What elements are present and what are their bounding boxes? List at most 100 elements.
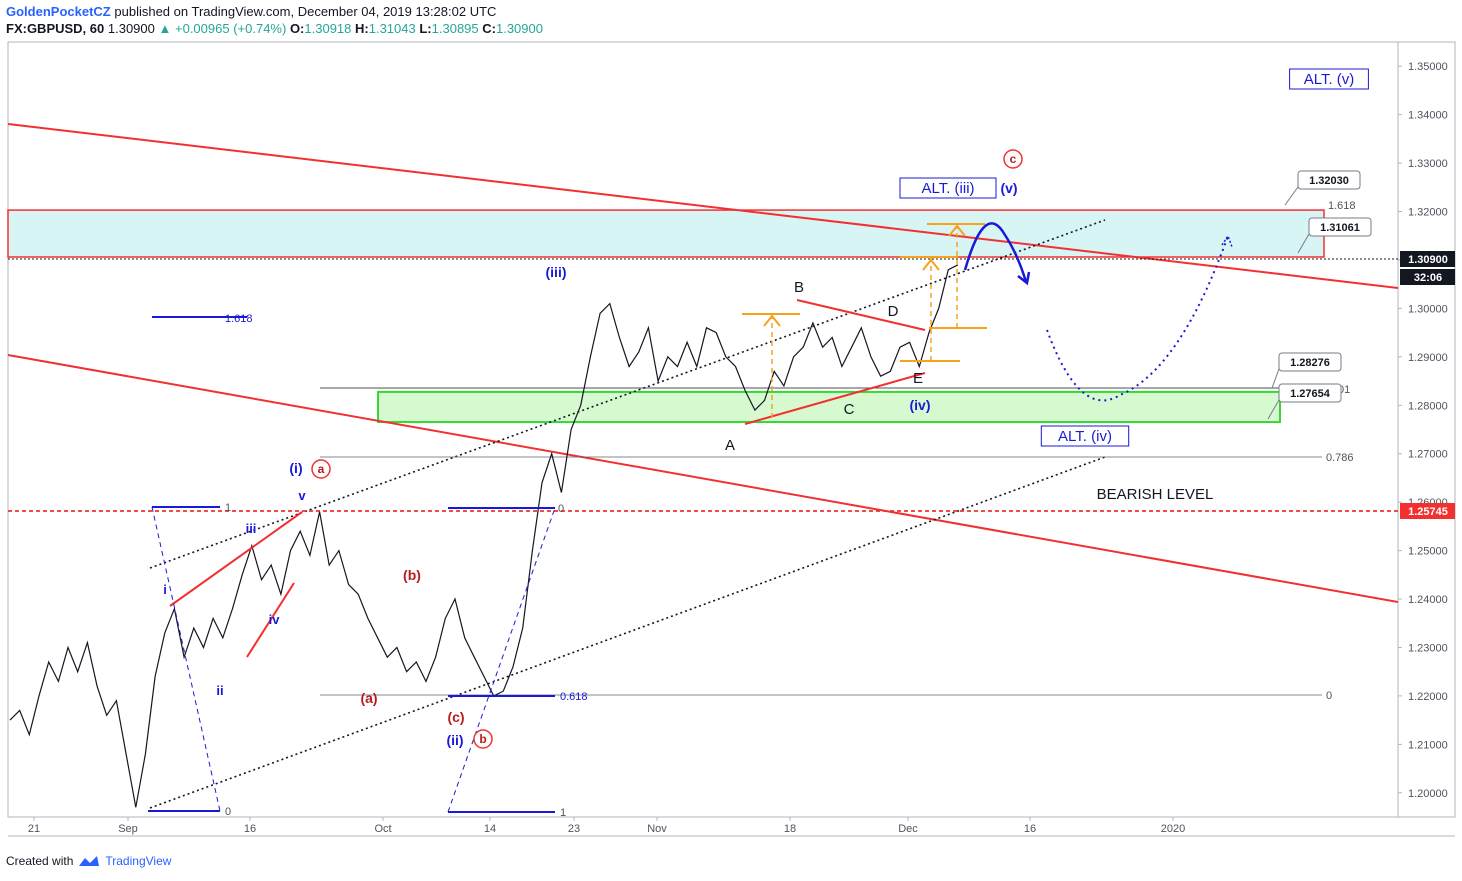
wave-a-paren-label: (a) (360, 690, 377, 706)
ohlc-line: FX:GBPUSD, 60 1.30900 ▲ +0.00965 (+0.74%… (6, 20, 543, 37)
wave-c-label-circle (1003, 149, 1023, 169)
wedge-line-lower (246, 582, 295, 658)
fib-label: 0.618 (560, 691, 588, 703)
level-callout-128276-box (1278, 352, 1342, 372)
support-zone (377, 390, 1281, 424)
level-callout-131061-box (1308, 217, 1372, 237)
last-price: 1.30900 (107, 21, 155, 36)
alt-iv-label-box (1040, 425, 1130, 447)
open-value: 1.30918 (304, 21, 352, 36)
y-tick-label: 1.29000 (1408, 352, 1448, 364)
y-tick-label: 1.32000 (1408, 207, 1448, 219)
alt-v-label: ALT. (v) (1304, 71, 1355, 88)
y-tick-label: 1.23000 (1408, 642, 1448, 654)
triangle-line-lower (744, 372, 926, 425)
y-tick-label: 1.20000 (1408, 788, 1448, 800)
footer: Created with TradingView (6, 854, 171, 868)
wave-a-label: a (318, 462, 325, 476)
fib-label: 1.618 (1328, 200, 1356, 212)
alt-iii-label-box (899, 177, 997, 199)
bearish-level-label: BEARISH LEVEL (1097, 486, 1214, 503)
x-tick-label: Oct (374, 823, 391, 835)
y-tick-label: 1.33000 (1408, 158, 1448, 170)
price-axis (1397, 41, 1456, 818)
level-callout-128276-pointer (1271, 368, 1280, 389)
alt-iii-label: ALT. (iii) (921, 180, 974, 197)
created-with-text: Created with (6, 854, 74, 868)
orange-arrow-1a (763, 315, 773, 327)
y-tick-label: 1.22000 (1408, 691, 1448, 703)
y-tick-label: 1.28000 (1408, 400, 1448, 412)
tradingview-logo-icon (79, 856, 100, 866)
change-value: +0.00965 (+0.74%) (175, 21, 287, 36)
bearish-level-badge (1400, 503, 1455, 519)
wave-i-label: (i) (289, 460, 302, 476)
fib-label: 0.786 (1326, 452, 1354, 464)
y-tick-label: 1.24000 (1408, 594, 1448, 606)
y-tick-label: 1.35000 (1408, 61, 1448, 73)
x-tick-label: 16 (244, 823, 256, 835)
wave-iv-minor-label: iv (269, 612, 281, 627)
countdown-badge-text: 32:06 (1414, 272, 1442, 284)
y-tick-label: 1.21000 (1408, 739, 1448, 751)
projection-arrow-head (1017, 271, 1031, 286)
close-value: 1.30900 (495, 21, 543, 36)
high-label: H: (355, 21, 369, 36)
x-tick-label: 21 (28, 823, 40, 835)
wave-D-label: D (888, 303, 899, 320)
last-price-badge (1400, 251, 1455, 267)
open-label: O: (289, 21, 305, 36)
orange-arrow-3a (922, 259, 932, 271)
wave-ii-label: (ii) (446, 732, 463, 748)
y-tick-label: 1.34000 (1408, 110, 1448, 122)
wave-A-label: A (725, 437, 735, 454)
resistance-zone (7, 209, 1325, 258)
author-link[interactable]: GoldenPocketCZ (6, 4, 111, 19)
wave-b-paren-label: (b) (403, 567, 421, 583)
fib-label: 0 (558, 503, 564, 515)
wedge-line-upper (169, 511, 303, 607)
wave-b-label: b (479, 732, 486, 746)
level-callout-127654-text: 1.27654 (1290, 388, 1331, 400)
alt-v-label-box (1289, 68, 1369, 90)
low-value: 1.30895 (431, 21, 479, 36)
wave-i-minor-label: i (163, 582, 167, 597)
symbol-label: FX:GBPUSD, 60 (6, 21, 105, 36)
fib-label: 1 (560, 807, 566, 819)
level-callout-127654-box (1278, 383, 1342, 403)
wave-b-label-circle (473, 729, 493, 749)
chart-header: GoldenPocketCZ published on TradingView.… (6, 3, 543, 37)
x-tick-label: 23 (568, 823, 580, 835)
level-callout-132030-text: 1.32030 (1309, 175, 1349, 187)
wave-c-paren-label: (c) (447, 709, 464, 725)
last-price-badge-text: 1.30900 (1408, 254, 1448, 266)
wave-C-label: C (844, 401, 855, 418)
close-label: C: (482, 21, 496, 36)
bearish-level-badge-text: 1.25745 (1408, 506, 1448, 518)
fib-label: 0 (225, 806, 231, 818)
level-callout-132030-box (1297, 170, 1361, 190)
low-label: L: (419, 21, 432, 36)
price-series-line (9, 264, 959, 808)
up-arrow-icon: ▲ (158, 21, 172, 36)
wave-v-minor-label: v (298, 488, 306, 503)
x-tick-label: 2020 (1161, 823, 1185, 835)
level-callout-131061-pointer (1297, 233, 1310, 254)
x-tick-label: Dec (898, 823, 918, 835)
x-tick-label: 18 (784, 823, 796, 835)
wave-E-label: E (913, 370, 923, 387)
publish-text: published on TradingView.com, December 0… (114, 4, 497, 19)
tradingview-link[interactable]: TradingView (105, 854, 172, 868)
y-tick-label: 1.30000 (1408, 303, 1448, 315)
y-tick-label: 1.25000 (1408, 546, 1448, 558)
alt-iv-label: ALT. (iv) (1058, 428, 1112, 445)
orange-arrow-1b (771, 315, 781, 327)
wave-iii-minor-label: iii (246, 521, 257, 536)
high-value: 1.31043 (368, 21, 416, 36)
fib-label: 1 (225, 502, 231, 514)
x-tick-label: 14 (484, 823, 496, 835)
countdown-badge (1400, 269, 1455, 285)
orange-arrow-3b (930, 259, 940, 271)
triangle-line-upper (796, 299, 926, 331)
